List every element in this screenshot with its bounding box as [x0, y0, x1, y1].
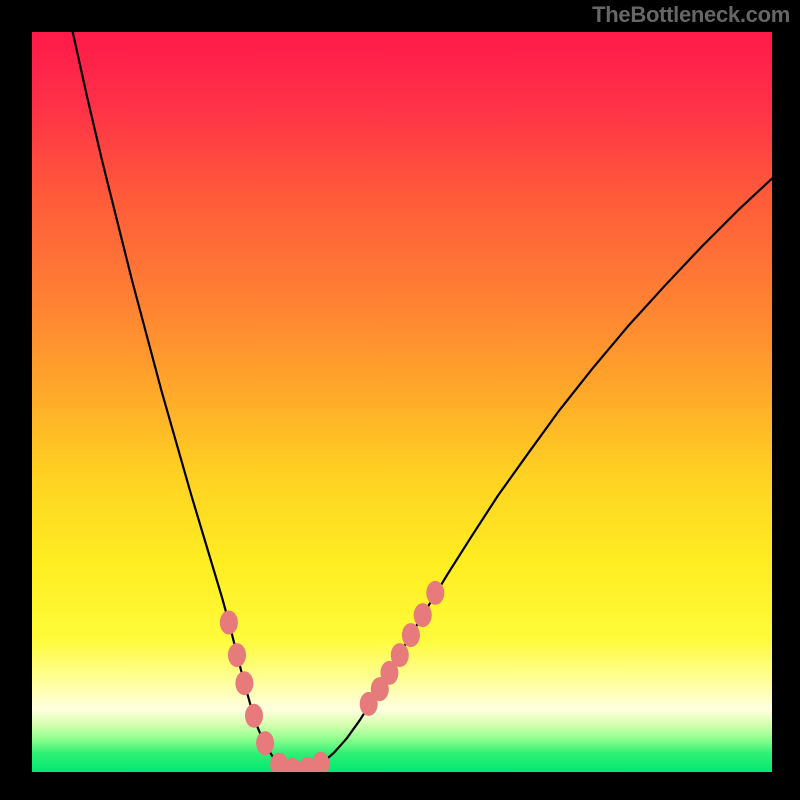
data-dot [426, 581, 444, 605]
data-dot [402, 623, 420, 647]
data-dot [235, 671, 253, 695]
data-dot [414, 603, 432, 627]
data-dot [220, 611, 238, 635]
plot-area [32, 32, 772, 772]
watermark-label: TheBottleneck.com [592, 2, 790, 28]
plot-svg [32, 32, 772, 772]
data-dot [228, 643, 246, 667]
chart-root: TheBottleneck.com [0, 0, 800, 800]
data-dot [256, 731, 274, 755]
data-dot [245, 704, 263, 728]
data-dot [391, 643, 409, 667]
